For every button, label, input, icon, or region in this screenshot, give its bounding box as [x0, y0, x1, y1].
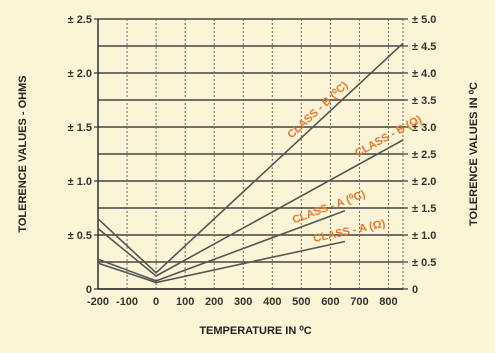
y-left-tick-label: ± 2.0 [68, 68, 92, 80]
x-tick-label: 600 [321, 296, 339, 308]
x-tick-label: 0 [153, 296, 159, 308]
y-right-tick-label: ± 0.5 [412, 257, 436, 269]
y-left-tick-label: ± 1.0 [68, 176, 92, 188]
y-left-axis-title: TOLERENCE VALUES - OHMS [17, 75, 29, 232]
y-right-tick-label: ± 4.0 [412, 68, 436, 80]
y-left-tick-label: ± 0.5 [68, 230, 92, 242]
x-tick-label: 400 [263, 296, 281, 308]
y-left-tick-label: ± 1.5 [68, 122, 92, 134]
y-right-tick-label: ± 4.5 [412, 41, 436, 53]
series-line-0 [97, 42, 404, 274]
y-left-tick-label: ± 2.5 [68, 14, 92, 26]
y-right-axis-title: TOLERENCE VALUES IN ⁰C [468, 82, 480, 226]
y-right-tick-label: ± 5.0 [412, 14, 436, 26]
y-right-tick-label: ± 2.5 [412, 149, 436, 161]
y-right-tick-label: ± 2.0 [412, 176, 436, 188]
series-line-2 [97, 209, 346, 282]
x-axis-title: TEMPERATURE IN ⁰C [199, 325, 311, 337]
y-left-tick-label: 0 [86, 284, 92, 296]
x-tick-label: -100 [116, 296, 138, 308]
series-line-1 [97, 139, 404, 277]
x-tick-label: 500 [292, 296, 310, 308]
y-right-tick-label: ± 3.5 [412, 95, 436, 107]
y-right-tick-label: ± 3.0 [412, 122, 436, 134]
y-right-tick-label: 0 [412, 284, 418, 296]
x-tick-label: 300 [234, 296, 252, 308]
x-tick-label: 100 [176, 296, 194, 308]
y-right-tick-label: ± 1.5 [412, 203, 436, 215]
x-tick-label: 800 [379, 296, 397, 308]
x-tick-label: 200 [205, 296, 223, 308]
y-right-tick-label: ± 1.0 [412, 230, 436, 242]
x-tick-label: 700 [350, 296, 368, 308]
series-line-3 [97, 240, 346, 284]
x-tick-label: -200 [87, 296, 109, 308]
